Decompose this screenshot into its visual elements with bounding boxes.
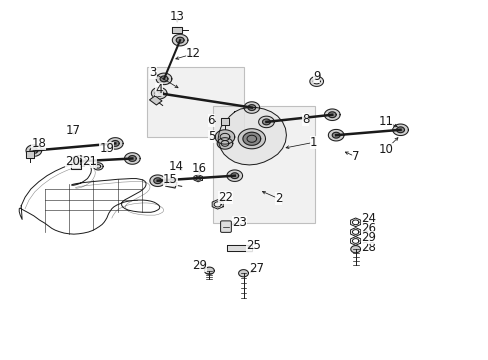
Polygon shape bbox=[204, 267, 214, 274]
Text: 9: 9 bbox=[312, 69, 320, 82]
Polygon shape bbox=[218, 108, 286, 165]
Text: 13: 13 bbox=[169, 10, 184, 23]
Text: 11: 11 bbox=[378, 116, 393, 129]
Polygon shape bbox=[30, 148, 38, 153]
Polygon shape bbox=[107, 138, 123, 149]
Polygon shape bbox=[350, 246, 360, 253]
Polygon shape bbox=[247, 105, 255, 111]
Text: 21: 21 bbox=[82, 155, 97, 168]
Polygon shape bbox=[26, 151, 34, 158]
Text: 5: 5 bbox=[207, 130, 215, 143]
Bar bbox=[212, 107, 315, 223]
Polygon shape bbox=[221, 118, 228, 126]
Polygon shape bbox=[165, 181, 177, 188]
Text: 6: 6 bbox=[207, 114, 215, 127]
Text: 7: 7 bbox=[351, 150, 359, 163]
Text: 17: 17 bbox=[65, 124, 80, 137]
Polygon shape bbox=[227, 245, 251, 251]
Polygon shape bbox=[328, 130, 343, 141]
Text: 2: 2 bbox=[274, 192, 282, 205]
Text: 28: 28 bbox=[361, 241, 375, 254]
Text: 18: 18 bbox=[31, 137, 46, 150]
Polygon shape bbox=[396, 127, 404, 133]
Text: 27: 27 bbox=[249, 262, 264, 275]
Bar bbox=[147, 67, 244, 137]
Polygon shape bbox=[75, 158, 82, 164]
Polygon shape bbox=[243, 132, 260, 145]
Polygon shape bbox=[154, 178, 161, 184]
Polygon shape bbox=[324, 109, 339, 121]
Text: 29: 29 bbox=[361, 231, 376, 244]
Polygon shape bbox=[151, 87, 166, 99]
Text: 24: 24 bbox=[361, 212, 376, 225]
Polygon shape bbox=[176, 37, 183, 43]
Text: 8: 8 bbox=[301, 113, 308, 126]
Polygon shape bbox=[230, 173, 238, 179]
Text: 1: 1 bbox=[309, 136, 317, 149]
Polygon shape bbox=[71, 163, 81, 169]
Polygon shape bbox=[128, 156, 136, 161]
Polygon shape bbox=[156, 73, 171, 85]
Polygon shape bbox=[215, 130, 234, 144]
Text: 4: 4 bbox=[155, 83, 163, 96]
Polygon shape bbox=[111, 140, 119, 146]
Text: 23: 23 bbox=[232, 216, 246, 229]
Polygon shape bbox=[26, 145, 41, 156]
Text: 15: 15 bbox=[163, 173, 178, 186]
Polygon shape bbox=[262, 119, 270, 125]
Polygon shape bbox=[331, 132, 339, 138]
Text: 14: 14 bbox=[168, 160, 183, 173]
Text: 10: 10 bbox=[378, 143, 392, 156]
Polygon shape bbox=[160, 76, 167, 82]
Polygon shape bbox=[149, 96, 162, 105]
Text: 29: 29 bbox=[192, 259, 207, 272]
Polygon shape bbox=[217, 138, 232, 149]
FancyBboxPatch shape bbox=[220, 221, 231, 232]
Text: 3: 3 bbox=[149, 66, 156, 79]
Polygon shape bbox=[124, 153, 140, 164]
Text: 22: 22 bbox=[218, 191, 233, 204]
Polygon shape bbox=[244, 102, 259, 113]
Polygon shape bbox=[93, 163, 103, 170]
Text: 19: 19 bbox=[99, 142, 114, 155]
Polygon shape bbox=[309, 76, 323, 86]
Text: 25: 25 bbox=[245, 239, 260, 252]
Polygon shape bbox=[172, 27, 182, 33]
Text: 20: 20 bbox=[65, 155, 80, 168]
Polygon shape bbox=[71, 156, 86, 167]
Polygon shape bbox=[392, 124, 407, 135]
Polygon shape bbox=[258, 116, 274, 128]
Text: 16: 16 bbox=[192, 162, 207, 175]
Polygon shape bbox=[238, 129, 265, 149]
Text: 26: 26 bbox=[361, 222, 376, 235]
Polygon shape bbox=[226, 170, 242, 181]
Polygon shape bbox=[328, 112, 335, 118]
Polygon shape bbox=[172, 35, 187, 46]
Polygon shape bbox=[238, 270, 248, 277]
Polygon shape bbox=[155, 90, 163, 96]
Polygon shape bbox=[150, 175, 165, 186]
Text: 12: 12 bbox=[185, 47, 201, 60]
